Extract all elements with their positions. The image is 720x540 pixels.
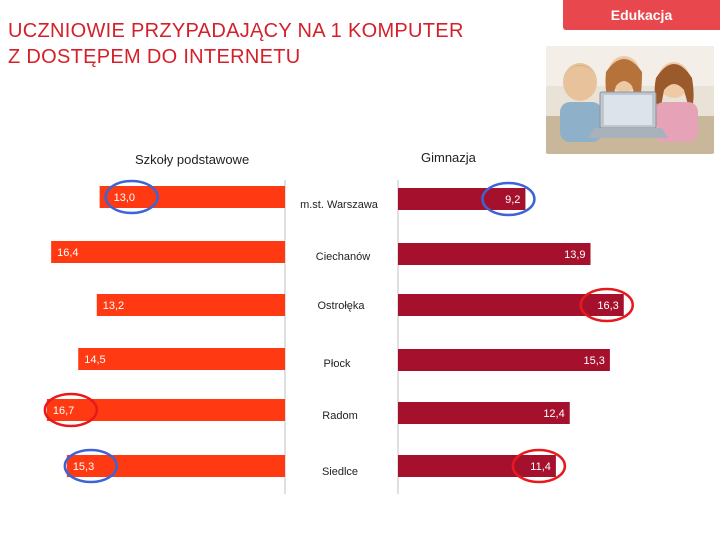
bar-label-right-5: 11,4 [530,461,551,473]
bar-label-right-0: 9,2 [505,194,520,206]
children-laptop-illustration [546,46,714,154]
section-tag-label: Edukacja [610,7,673,23]
category-label-5: Siedlce [322,466,358,478]
bar-label-right-3: 15,3 [583,355,604,367]
bar-left-1 [51,241,285,263]
bar-left-4 [46,399,285,421]
highlight-circle-2 [63,448,119,484]
bar-label-left-5: 15,3 [73,461,94,473]
bar-label-left-3: 14,5 [84,354,105,366]
bar-right-1 [398,243,591,265]
category-label-0: m.st. Warszawa [300,199,379,211]
category-label-3: Płock [324,358,351,370]
category-label-2: Ostrołęka [317,300,365,312]
category-label-4: Radom [322,410,357,422]
bar-label-left-0: 13,0 [114,192,135,204]
highlight-circle-4 [579,287,635,323]
highlight-circle-1 [43,392,99,428]
highlight-circle-5 [511,448,567,484]
bar-right-2 [398,294,624,316]
bar-label-right-2: 16,3 [597,300,618,312]
bar-left-5 [66,455,286,477]
bar-left-2 [96,294,285,316]
highlight-circle-0 [104,179,159,215]
bar-label-right-4: 12,4 [543,408,564,420]
bar-right-3 [398,349,610,371]
bar-label-left-4: 16,7 [53,405,74,417]
page-title-line-1: UCZNIOWIE PRZYPADAJĄCY NA 1 KOMPUTER [8,20,464,42]
category-label-1: Ciechanów [316,251,370,263]
right-series-header: Gimnazja [421,150,476,165]
left-series-header: Szkoły podstawowe [135,152,250,167]
children-laptop-photo [546,46,714,154]
page-title-line-2: Z DOSTĘPEM DO INTERNETU [8,46,301,68]
bar-left-3 [78,348,285,370]
bar-right-0 [398,188,526,210]
bar-label-left-2: 13,2 [103,300,124,312]
highlight-circle-3 [481,181,536,217]
bar-right-4 [398,402,570,424]
bar-left-0 [99,186,286,208]
bar-label-left-1: 16,4 [57,247,78,259]
section-tag: Edukacja [563,0,720,30]
page-title: UCZNIOWIE PRZYPADAJĄCY NA 1 KOMPUTER Z D… [8,18,464,70]
bar-label-right-1: 13,9 [564,249,585,261]
bar-right-5 [398,455,556,477]
